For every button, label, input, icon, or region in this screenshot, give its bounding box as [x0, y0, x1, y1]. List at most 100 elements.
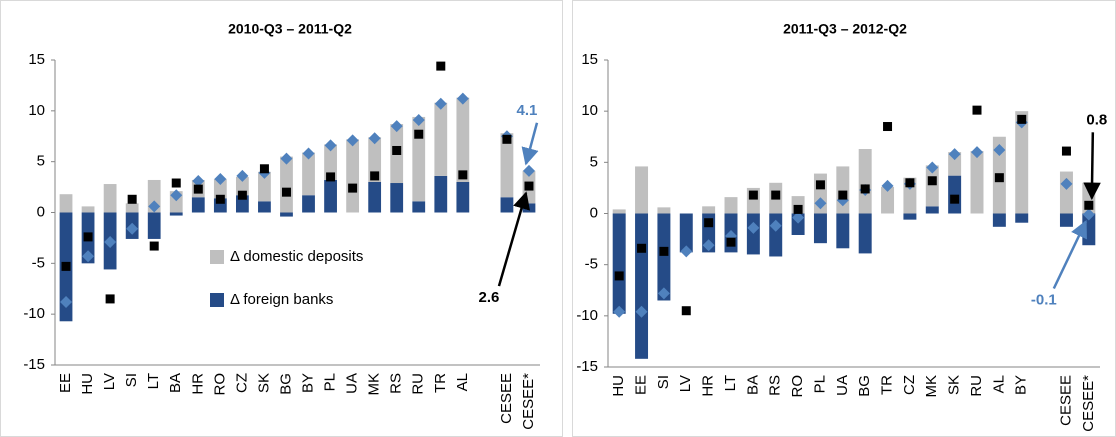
square-marker [392, 145, 402, 155]
chart-title: 2011-Q3 – 2012-Q2 [783, 21, 907, 37]
legend-swatch [210, 250, 224, 264]
x-tick-label: SK [946, 375, 963, 395]
bar [635, 166, 649, 214]
square-marker [1061, 146, 1071, 156]
x-tick-label: CESEE* [1080, 375, 1097, 432]
diamond-marker [412, 113, 425, 126]
bar [635, 213, 649, 359]
diamond-marker [302, 147, 315, 160]
chart-title: 2010-Q3 – 2011-Q2 [228, 21, 352, 37]
square-marker [237, 190, 247, 200]
x-tick-label: RS [767, 375, 784, 396]
square-marker [972, 105, 982, 115]
x-tick-label: RO [789, 375, 806, 398]
bar [191, 197, 205, 213]
diamond-marker [126, 222, 139, 235]
square-marker [83, 232, 93, 242]
square-marker [281, 187, 291, 197]
value-label: 4.1 [517, 102, 538, 119]
bar [925, 165, 939, 207]
x-tick-label: LV [677, 375, 694, 392]
diamond-marker [236, 169, 249, 182]
diamond-marker [434, 97, 447, 110]
x-tick-label: SI [123, 373, 140, 387]
x-tick-label: MK [366, 373, 383, 396]
bar [836, 166, 850, 214]
square-marker [905, 178, 915, 188]
bar [147, 212, 161, 239]
x-tick-label: SI [655, 375, 672, 389]
square-marker [860, 184, 870, 194]
x-tick-label: HR [189, 373, 206, 395]
y-tick-label: 5 [37, 153, 45, 170]
square-marker [950, 194, 960, 204]
bar [702, 206, 716, 214]
square-marker [883, 122, 893, 132]
bar [412, 116, 426, 202]
diamond-marker [814, 197, 827, 210]
bar [235, 176, 249, 196]
bar [412, 201, 426, 213]
square-marker [502, 134, 512, 144]
x-tick-label: RS [388, 373, 405, 394]
bar [368, 137, 382, 182]
square-marker [348, 183, 358, 193]
annotation-arrow [1052, 219, 1087, 290]
y-tick-label: -10 [23, 305, 45, 322]
y-tick-label: 0 [590, 204, 598, 221]
diamond-marker [368, 132, 381, 145]
x-tick-label: BY [299, 373, 316, 393]
x-tick-label: PL [811, 375, 828, 393]
square-marker [458, 170, 468, 180]
bar [456, 182, 470, 213]
diamond-marker [792, 211, 805, 224]
square-marker [149, 241, 159, 251]
diamond-marker [82, 250, 95, 263]
diamond-marker [948, 148, 961, 161]
x-tick-label: TR [879, 375, 896, 395]
square-marker [193, 184, 203, 194]
square-marker [748, 190, 758, 200]
bar [280, 156, 293, 213]
square-marker [259, 164, 269, 174]
diamond-marker [1060, 177, 1073, 190]
bar [302, 195, 315, 213]
square-marker [524, 181, 534, 191]
legend-label: Δ domestic deposits [230, 248, 363, 265]
square-marker [838, 190, 848, 200]
diamond-marker [214, 172, 227, 185]
x-tick-label: RU [410, 373, 427, 395]
y-tick-label: -5 [585, 256, 598, 273]
square-marker [704, 218, 714, 228]
x-tick-label: BA [167, 373, 184, 393]
square-marker [927, 176, 937, 186]
bar [813, 213, 827, 244]
x-tick-label: RU [968, 375, 985, 397]
y-tick-label: 10 [581, 102, 598, 119]
y-tick-label: -5 [32, 254, 45, 271]
bar [302, 152, 315, 196]
diamond-marker [192, 174, 205, 187]
diamond-marker [747, 221, 760, 234]
bar [881, 186, 895, 214]
x-tick-label: BA [744, 375, 761, 395]
square-marker [326, 172, 336, 182]
square-marker [771, 190, 781, 200]
square-marker [370, 171, 380, 181]
y-tick-label: 15 [581, 51, 598, 68]
diamond-marker [324, 139, 337, 152]
bar [724, 197, 738, 214]
bar [500, 197, 514, 213]
value-label: 2.6 [479, 289, 500, 306]
y-tick-label: 5 [590, 153, 598, 170]
bar [657, 207, 671, 214]
bar [59, 194, 73, 213]
square-marker [726, 237, 736, 247]
y-tick-label: 10 [28, 102, 45, 119]
bar [970, 151, 984, 214]
square-marker [815, 180, 825, 190]
square-marker [1084, 200, 1094, 210]
diamond-marker [971, 146, 983, 159]
y-tick-label: -15 [576, 358, 598, 375]
